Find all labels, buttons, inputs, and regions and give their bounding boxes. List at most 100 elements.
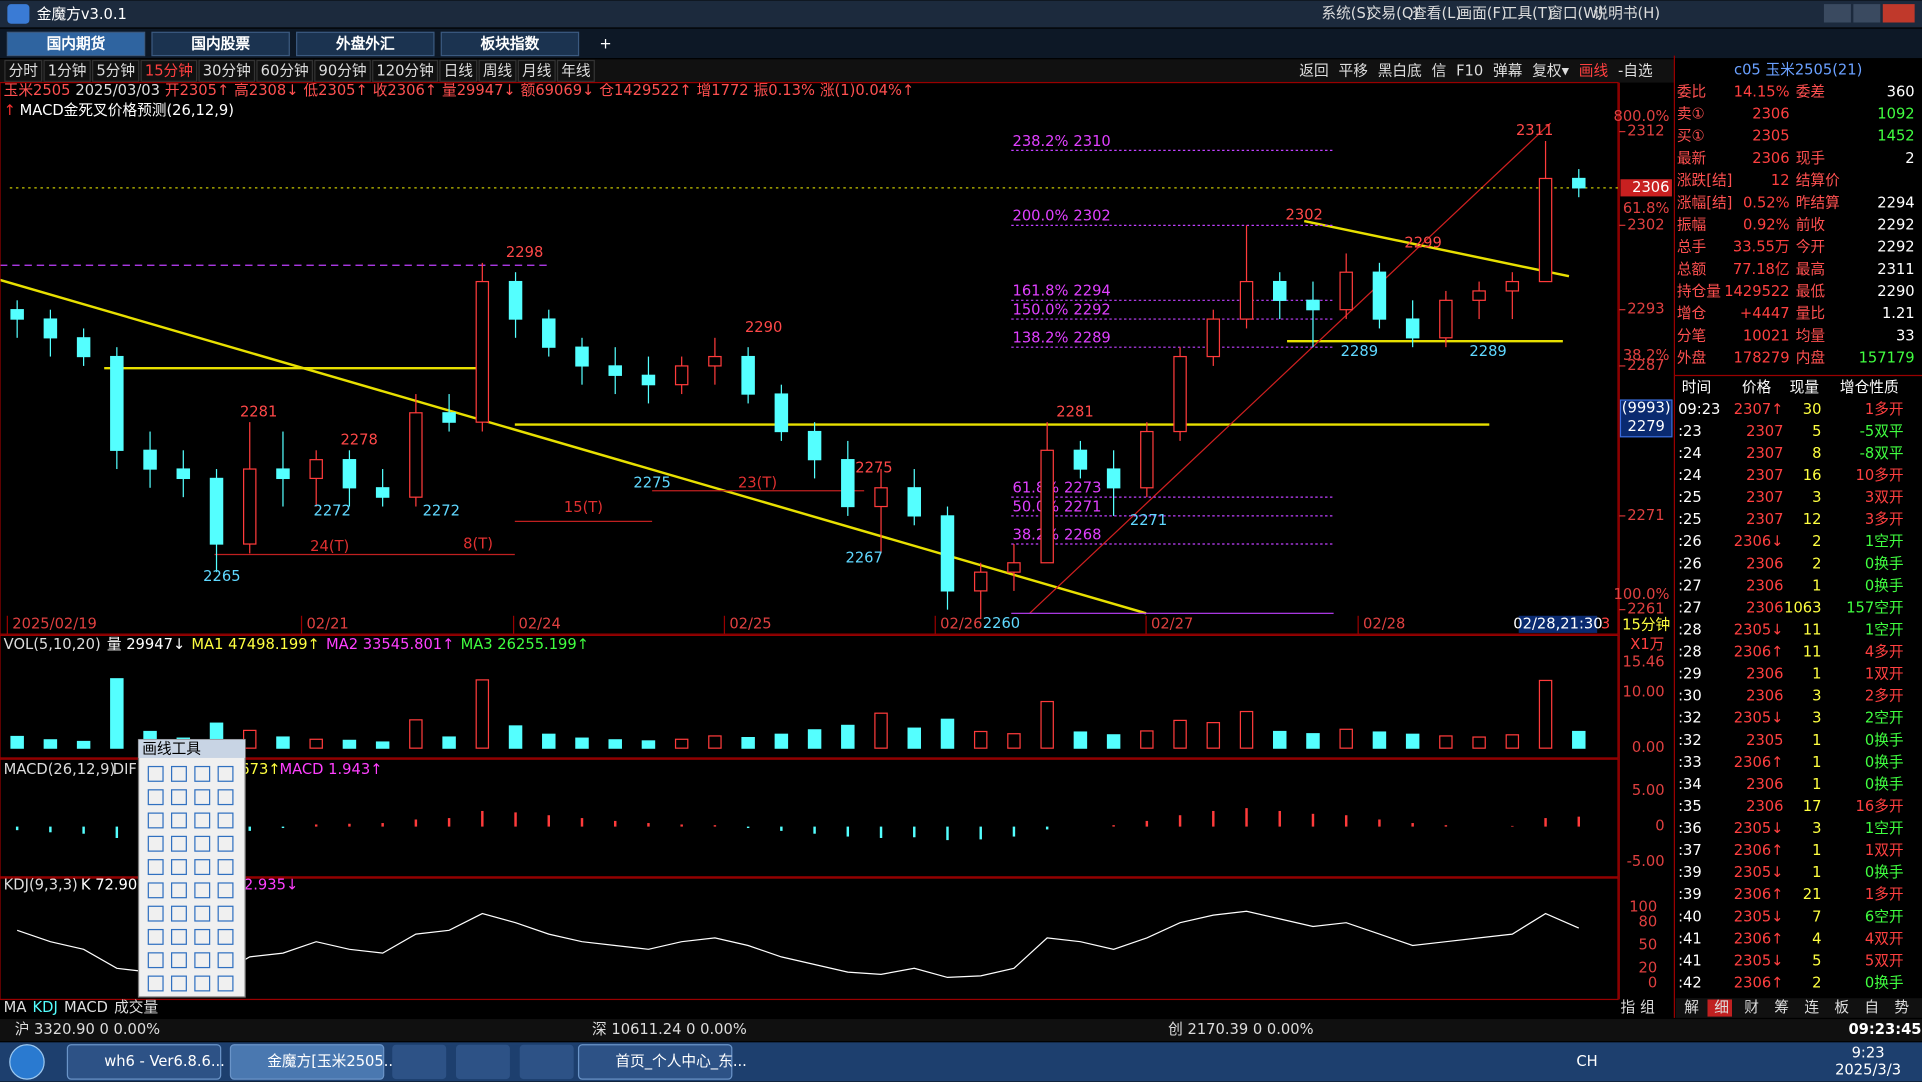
- browser-button[interactable]: [577, 1044, 733, 1080]
- menu-item[interactable]: 窗口(W): [1548, 4, 1603, 22]
- app-button[interactable]: [229, 1044, 385, 1080]
- panel-tab[interactable]: 细: [1714, 999, 1729, 1016]
- indicator-tab[interactable]: 成交量: [114, 998, 158, 1016]
- close-button[interactable]: [1882, 4, 1915, 23]
- corner-tab[interactable]: 指: [1620, 999, 1635, 1016]
- draw-tool-icon[interactable]: [194, 905, 211, 922]
- draw-tool-icon[interactable]: [217, 835, 234, 852]
- period-button[interactable]: 15分钟: [145, 63, 193, 80]
- draw-tool-icon[interactable]: [194, 859, 211, 876]
- period-button[interactable]: 5分钟: [96, 63, 135, 80]
- period-button[interactable]: 60分钟: [261, 63, 309, 80]
- draw-tool-icon[interactable]: [147, 952, 164, 969]
- maximize-button[interactable]: [1853, 4, 1881, 23]
- period-button[interactable]: 周线: [483, 63, 513, 80]
- draw-tool-icon[interactable]: [147, 789, 164, 806]
- tab[interactable]: [440, 31, 580, 57]
- period-button[interactable]: 120分钟: [376, 63, 433, 80]
- draw-tool-icon[interactable]: [170, 789, 187, 806]
- period-button-frame[interactable]: [478, 59, 517, 82]
- tool-button[interactable]: 画线: [1579, 63, 1609, 80]
- wh6-button[interactable]: [66, 1044, 222, 1080]
- period-button-frame[interactable]: [4, 59, 43, 82]
- draw-tool-icon[interactable]: [194, 952, 211, 969]
- period-button-frame[interactable]: [140, 59, 198, 82]
- minimize-button[interactable]: [1823, 4, 1851, 23]
- draw-tool-icon[interactable]: [170, 765, 187, 782]
- draw-tool-icon[interactable]: [217, 975, 234, 992]
- pinned-app[interactable]: [455, 1044, 510, 1080]
- draw-tool-icon[interactable]: [170, 882, 187, 899]
- corner-tab[interactable]: 组: [1640, 999, 1655, 1016]
- draw-tool-icon[interactable]: [194, 812, 211, 829]
- draw-tool-icon[interactable]: [217, 882, 234, 899]
- tab[interactable]: [151, 31, 290, 57]
- period-button-frame[interactable]: [439, 59, 478, 82]
- draw-tool-icon[interactable]: [194, 882, 211, 899]
- period-button[interactable]: 日线: [444, 63, 474, 80]
- indicator-tab[interactable]: MA: [4, 999, 27, 1016]
- draw-tool-icon[interactable]: [217, 789, 234, 806]
- period-button[interactable]: 年线: [561, 63, 591, 80]
- panel-tab[interactable]: 连: [1804, 999, 1819, 1016]
- draw-tool-icon[interactable]: [170, 952, 187, 969]
- draw-tool-icon[interactable]: [147, 882, 164, 899]
- panel-tab[interactable]: 解: [1684, 999, 1699, 1016]
- draw-tool-icon[interactable]: [147, 928, 164, 945]
- draw-tool-icon[interactable]: [170, 859, 187, 876]
- menu-item[interactable]: 画面(F): [1457, 5, 1506, 22]
- draw-tool-icon[interactable]: [147, 835, 164, 852]
- menu-item[interactable]: 交易(Q): [1367, 4, 1419, 22]
- tool-button[interactable]: 黑白底: [1378, 63, 1422, 80]
- tab[interactable]: [6, 31, 146, 57]
- indicator-tab[interactable]: MACD: [64, 999, 108, 1016]
- period-button-frame[interactable]: [198, 59, 256, 82]
- period-button-frame[interactable]: [256, 59, 313, 82]
- draw-tool-icon[interactable]: [194, 835, 211, 852]
- draw-tool-icon[interactable]: [147, 765, 164, 782]
- draw-tool-icon[interactable]: [194, 975, 211, 992]
- period-button[interactable]: 分时: [9, 63, 39, 80]
- draw-tool-icon[interactable]: [147, 859, 164, 876]
- add-tab[interactable]: +: [599, 36, 611, 53]
- draw-tool-icon[interactable]: [170, 905, 187, 922]
- tool-button[interactable]: 返回: [1299, 63, 1328, 80]
- period-button[interactable]: 1分钟: [48, 63, 87, 80]
- draw-tool-icon[interactable]: [194, 765, 211, 782]
- tab[interactable]: [296, 31, 435, 57]
- period-button-frame[interactable]: [92, 59, 140, 82]
- draw-tool-icon[interactable]: [170, 928, 187, 945]
- period-button-frame[interactable]: [556, 59, 595, 82]
- draw-tool-icon[interactable]: [170, 975, 187, 992]
- draw-tool-icon[interactable]: [194, 789, 211, 806]
- menu-item[interactable]: 工具(T): [1503, 5, 1553, 22]
- draw-tool-icon[interactable]: [217, 905, 234, 922]
- draw-tool-icon[interactable]: [170, 812, 187, 829]
- pinned-app[interactable]: [519, 1044, 574, 1080]
- draw-tool-icon[interactable]: [147, 905, 164, 922]
- panel-tab[interactable]: 自: [1864, 999, 1879, 1016]
- menu-item[interactable]: 系统(S): [1321, 5, 1371, 22]
- draw-tool-icon[interactable]: [217, 928, 234, 945]
- tool-button[interactable]: 信: [1432, 63, 1447, 80]
- period-button-frame[interactable]: [372, 59, 439, 82]
- panel-tab[interactable]: 板: [1834, 998, 1849, 1016]
- draw-tool-icon[interactable]: [170, 835, 187, 852]
- menu-item[interactable]: 查看(L): [1412, 5, 1461, 22]
- draw-tool-icon[interactable]: [147, 975, 164, 992]
- draw-tool-icon[interactable]: [217, 952, 234, 969]
- draw-tool-icon[interactable]: [194, 928, 211, 945]
- tool-button[interactable]: 复权▾: [1532, 62, 1569, 80]
- menu-item[interactable]: 说明书(H): [1593, 5, 1660, 22]
- tool-button[interactable]: F10: [1456, 63, 1483, 80]
- period-button[interactable]: 90分钟: [319, 63, 367, 80]
- panel-tab[interactable]: 势: [1894, 999, 1909, 1016]
- start-button[interactable]: [9, 1044, 45, 1080]
- period-button-frame[interactable]: [43, 59, 91, 82]
- panel-tab[interactable]: 财: [1744, 999, 1759, 1016]
- draw-tool-icon[interactable]: [217, 765, 234, 782]
- draw-tool-icon[interactable]: [147, 812, 164, 829]
- pinned-app[interactable]: [392, 1044, 447, 1080]
- draw-tool-icon[interactable]: [217, 812, 234, 829]
- period-button-frame[interactable]: [517, 59, 556, 82]
